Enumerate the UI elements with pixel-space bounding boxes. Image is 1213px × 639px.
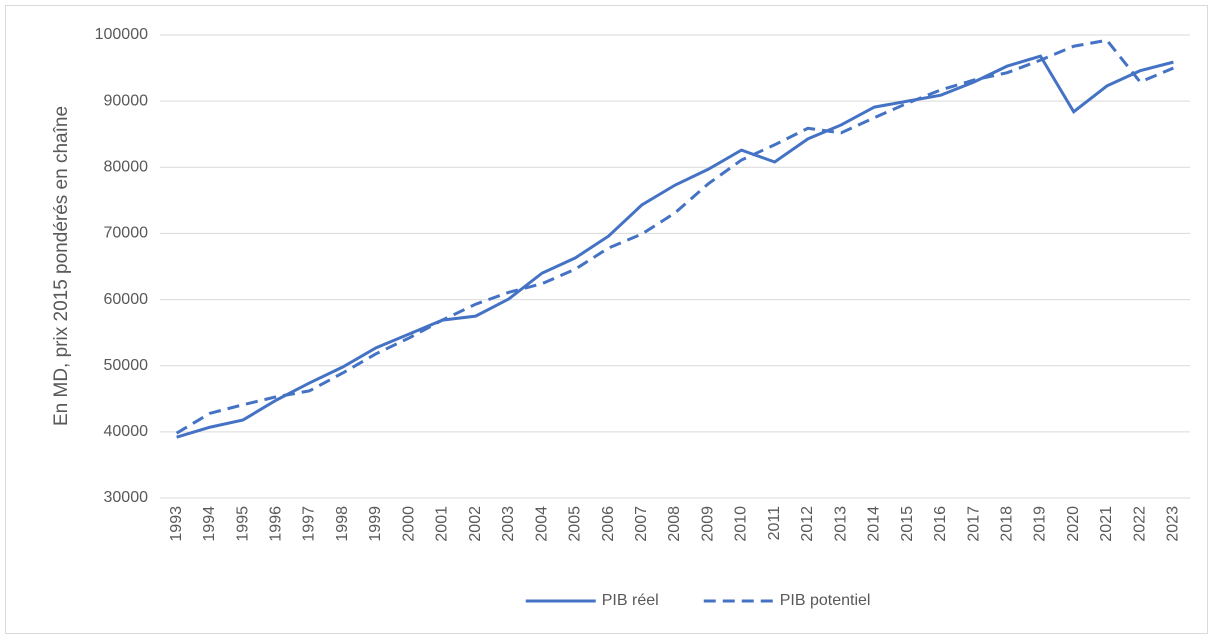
x-tick-label: 2006 (600, 506, 617, 542)
x-tick-label: 2022 (1131, 506, 1148, 542)
y-tick-label: 70000 (104, 225, 149, 242)
y-tick-label: 40000 (104, 423, 149, 440)
x-tick-label: 1994 (201, 506, 218, 542)
x-tick-label: 2015 (899, 506, 916, 542)
x-tick-label: 2003 (500, 506, 517, 542)
x-tick-label: 2009 (699, 506, 716, 542)
x-tick-label: 2017 (965, 506, 982, 542)
x-tick-label: 2016 (932, 506, 949, 542)
series-line (175, 38, 1174, 435)
x-tick-label: 1995 (234, 506, 251, 542)
x-tick-label: 2000 (400, 506, 417, 542)
x-tick-label: 2021 (1098, 506, 1115, 542)
x-tick-label: 2014 (866, 506, 883, 542)
x-tick-label: 2010 (733, 506, 750, 542)
chart-frame (5, 5, 1208, 634)
x-tick-label: 1993 (168, 506, 185, 542)
y-tick-label: 50000 (104, 357, 149, 374)
x-tick-label: 2002 (467, 506, 484, 542)
x-tick-label: 1996 (268, 506, 285, 542)
legend-label: PIB potentiel (780, 592, 871, 609)
y-tick-label: 60000 (104, 291, 149, 308)
legend-label: PIB réel (602, 592, 659, 609)
x-tick-label: 1997 (301, 506, 318, 542)
x-tick-label: 2007 (633, 506, 650, 542)
x-tick-label: 2023 (1165, 506, 1182, 542)
x-tick-label: 2013 (832, 506, 849, 542)
x-tick-label: 1999 (367, 506, 384, 542)
x-tick-label: 2004 (533, 506, 550, 542)
y-axis-label: En MD, prix 2015 pondérés en chaîne (51, 106, 72, 426)
x-tick-label: 2008 (666, 506, 683, 542)
y-tick-label: 90000 (104, 92, 149, 109)
x-tick-label: 2018 (998, 506, 1015, 542)
x-tick-label: 2005 (567, 506, 584, 542)
y-tick-label: 80000 (104, 159, 149, 176)
x-tick-label: 1998 (334, 506, 351, 542)
y-tick-label: 30000 (104, 489, 149, 506)
x-tick-label: 2019 (1032, 506, 1049, 542)
y-tick-label: 100000 (95, 26, 148, 43)
x-tick-label: 2001 (434, 506, 451, 542)
x-tick-label: 2012 (799, 506, 816, 542)
series-line (176, 54, 1174, 439)
x-tick-label: 2020 (1065, 506, 1082, 542)
x-tick-label: 2011 (766, 506, 783, 541)
